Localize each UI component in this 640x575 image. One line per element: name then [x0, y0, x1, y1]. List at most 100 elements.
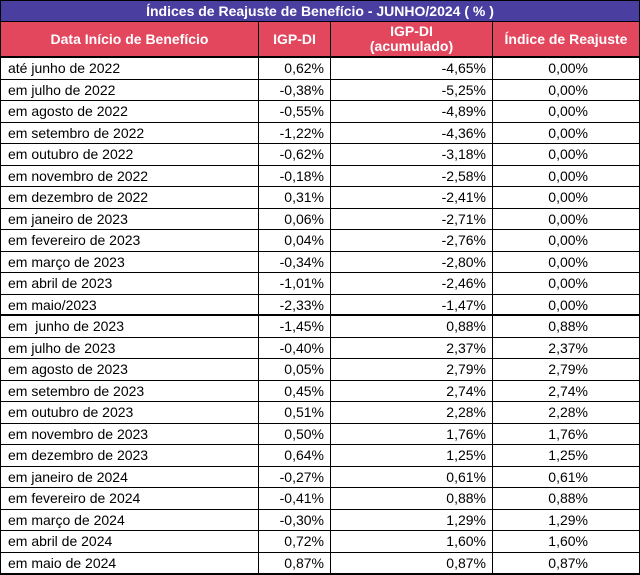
cell-igp-di-acumulado: -4,36% — [331, 122, 493, 143]
cell-igp-di-acumulado: 2,74% — [331, 380, 493, 401]
cell-igp-di: 0,50% — [259, 423, 331, 444]
cell-indice-reajuste: 0,87% — [548, 554, 588, 571]
cell-indice-reajuste: 0,00% — [548, 232, 588, 248]
table-row: em novembro de 2022 -0,18% -2,58% 0,00% — [1, 165, 639, 187]
table-row: em agosto de 2023 0,05% 2,79% 2,79% — [1, 359, 639, 381]
cell-igp-di: -0,18% — [259, 165, 331, 186]
table-body: até junho de 2022 0,62% -4,65% 0,00% em julh… — [1, 58, 639, 574]
table-row: em janeiro de 2024 -0,27% 0,61% 0,61% — [1, 466, 639, 488]
table-title: Índices de Reajuste de Benefício - JUNHO… — [1, 1, 639, 22]
table-row: em abril de 2024 0,72% 1,60% 1,60% — [1, 531, 639, 553]
cell-igp-di: -1,22% — [259, 122, 331, 143]
header-indice-reajuste: Índice de Reajuste — [504, 30, 628, 47]
cell-data-inicio: em julho de 2023 — [1, 337, 259, 358]
table-row: em dezembro de 2022 0,31% -2,41% 0,00% — [1, 187, 639, 209]
cell-data-inicio: em outubro de 2023 — [1, 402, 259, 423]
cell-igp-di-acumulado: 1,25% — [331, 445, 493, 466]
cell-data-inicio: em março de 2023 — [1, 251, 259, 272]
cell-igp-di: -1,45% — [259, 316, 331, 337]
cell-data-inicio: em outubro de 2022 — [1, 144, 259, 165]
cell-data-inicio: em agosto de 2022 — [1, 101, 259, 122]
cell-indice-reajuste: 1,60% — [548, 533, 588, 549]
cell-igp-di: 0,72% — [259, 531, 331, 552]
cell-igp-di-acumulado: -3,18% — [331, 144, 493, 165]
cell-data-inicio: em dezembro de 2022 — [1, 187, 259, 208]
cell-data-inicio: em novembro de 2022 — [1, 165, 259, 186]
table-row: em fevereiro de 2024 -0,41% 0,88% 0,88% — [1, 488, 639, 510]
cell-indice-reajuste: 1,76% — [548, 425, 588, 442]
cell-data-inicio: até junho de 2022 — [1, 58, 259, 79]
header-igp-di-acumulado-line2: (acumulado) — [369, 38, 454, 54]
cell-data-inicio: em fevereiro de 2023 — [1, 230, 259, 251]
cell-igp-di: 0,05% — [259, 359, 331, 380]
cell-igp-di: -1,01% — [259, 273, 331, 294]
cell-data-inicio: em maio de 2024 — [1, 552, 259, 573]
cell-igp-di-acumulado: -4,65% — [331, 58, 493, 79]
cell-igp-di: 0,31% — [259, 187, 331, 208]
cell-igp-di-acumulado: -2,71% — [331, 208, 493, 229]
cell-igp-di-acumulado: -2,41% — [331, 187, 493, 208]
table-row: em setembro de 2022 -1,22% -4,36% 0,00% — [1, 122, 639, 144]
cell-indice-reajuste: 0,00% — [548, 167, 588, 184]
cell-indice-reajuste: 0,00% — [548, 103, 588, 119]
cell-data-inicio: em janeiro de 2024 — [1, 466, 259, 487]
cell-indice-reajuste: 0,88% — [548, 318, 588, 334]
cell-data-inicio: em dezembro de 2023 — [1, 445, 259, 466]
cell-igp-di-acumulado: -2,58% — [331, 165, 493, 186]
cell-indice-reajuste: 0,61% — [548, 468, 588, 485]
cell-indice-reajuste: 0,00% — [548, 189, 588, 205]
cell-igp-di: -0,30% — [259, 509, 331, 530]
table-row: em outubro de 2022 -0,62% -3,18% 0,00% — [1, 144, 639, 166]
cell-igp-di-acumulado: 2,79% — [331, 359, 493, 380]
header-row: Data Início de Benefício IGP-DI IGP-DI (… — [1, 22, 639, 58]
header-data-inicio: Data Início de Benefício — [1, 22, 259, 56]
cell-igp-di-acumulado: 0,61% — [331, 466, 493, 487]
cell-indice-reajuste: 0,00% — [548, 275, 588, 291]
cell-igp-di: 0,64% — [259, 445, 331, 466]
cell-indice-reajuste: 0,00% — [548, 81, 588, 98]
cell-indice-reajuste: 1,25% — [548, 447, 588, 463]
cell-indice-reajuste: 0,00% — [548, 146, 588, 162]
cell-data-inicio: em janeiro de 2023 — [1, 208, 259, 229]
cell-igp-di-acumulado: -4,89% — [331, 101, 493, 122]
cell-data-inicio: em novembro de 2023 — [1, 423, 259, 444]
cell-indice-reajuste: 0,00% — [548, 210, 588, 227]
cell-data-inicio: em fevereiro de 2024 — [1, 488, 259, 509]
cell-data-inicio: em março de 2024 — [1, 509, 259, 530]
cell-igp-di: -0,38% — [259, 79, 331, 100]
table-row: em outubro de 2023 0,51% 2,28% 2,28% — [1, 402, 639, 424]
cell-indice-reajuste: 0,00% — [548, 253, 588, 270]
cell-data-inicio: em setembro de 2022 — [1, 122, 259, 143]
cell-data-inicio: em maio/2023 — [1, 294, 259, 314]
table-row: em janeiro de 2023 0,06% -2,71% 0,00% — [1, 208, 639, 230]
cell-igp-di-acumulado: -2,80% — [331, 251, 493, 272]
cell-igp-di-acumulado: -5,25% — [331, 79, 493, 100]
cell-igp-di-acumulado: -2,76% — [331, 230, 493, 251]
cell-igp-di: 0,51% — [259, 402, 331, 423]
table-row: em fevereiro de 2023 0,04% -2,76% 0,00% — [1, 230, 639, 252]
table-row: em setembro de 2023 0,45% 2,74% 2,74% — [1, 380, 639, 402]
cell-data-inicio: em setembro de 2023 — [1, 380, 259, 401]
cell-indice-reajuste: 2,74% — [548, 382, 588, 399]
cell-igp-di: 0,06% — [259, 208, 331, 229]
header-igp-di-acumulado-line1: IGP-DI — [390, 23, 433, 39]
cell-indice-reajuste: 2,37% — [548, 339, 588, 356]
cell-igp-di: -0,55% — [259, 101, 331, 122]
cell-data-inicio: em abril de 2023 — [1, 273, 259, 294]
cell-igp-di-acumulado: 1,29% — [331, 509, 493, 530]
cell-igp-di: -0,27% — [259, 466, 331, 487]
cell-indice-reajuste: 2,28% — [548, 404, 588, 420]
cell-igp-di: 0,45% — [259, 380, 331, 401]
cell-igp-di-acumulado: 0,87% — [331, 552, 493, 573]
cell-igp-di: -0,41% — [259, 488, 331, 509]
cell-igp-di-acumulado: 2,37% — [331, 337, 493, 358]
header-igp-di-acumulado: IGP-DI (acumulado) — [331, 22, 493, 56]
cell-igp-di-acumulado: 1,60% — [331, 531, 493, 552]
cell-igp-di-acumulado: 0,88% — [331, 316, 493, 337]
cell-igp-di: 0,87% — [259, 552, 331, 573]
table-row: em dezembro de 2023 0,64% 1,25% 1,25% — [1, 445, 639, 467]
table-row: até junho de 2022 0,62% -4,65% 0,00% — [1, 58, 639, 80]
cell-indice-reajuste: 2,79% — [548, 361, 588, 377]
cell-data-inicio: em julho de 2022 — [1, 79, 259, 100]
